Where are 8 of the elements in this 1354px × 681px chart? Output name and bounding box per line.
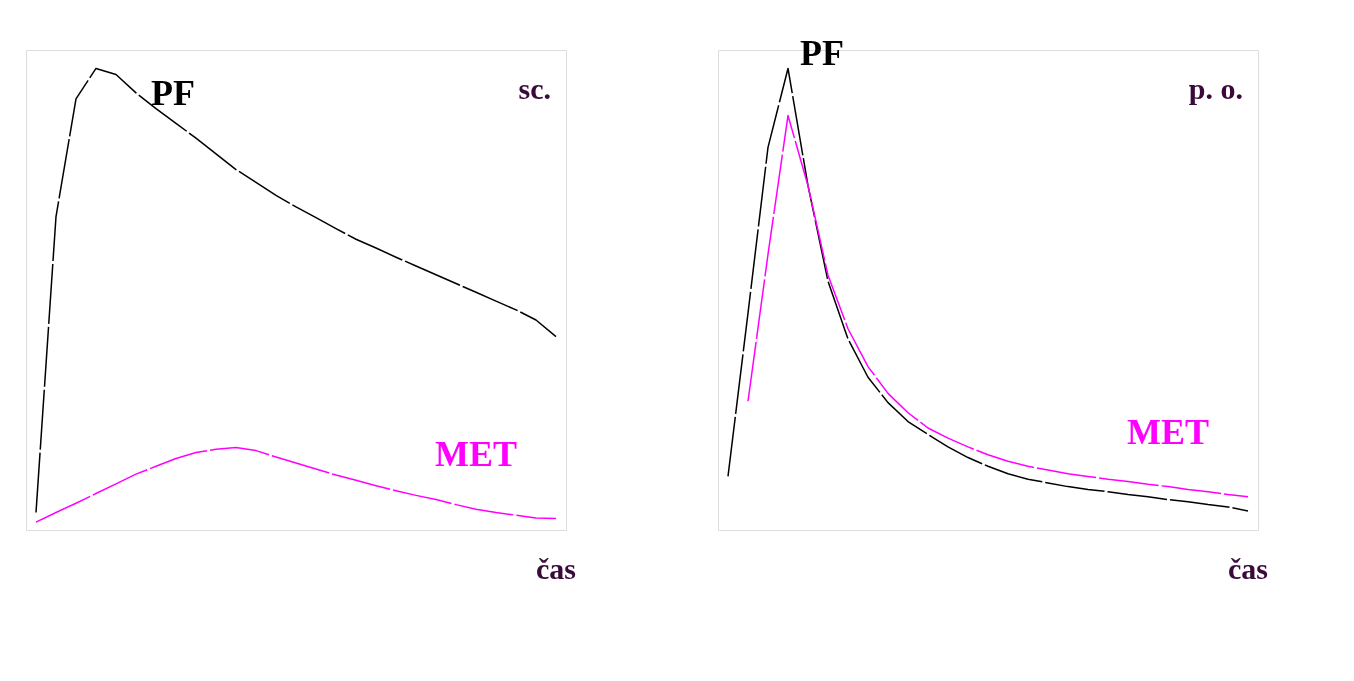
annotation: sc.	[518, 72, 551, 105]
series-label: MET	[434, 434, 518, 475]
x-axis-title: čas	[536, 552, 576, 585]
series-label: PF	[151, 73, 195, 114]
annotation: p. o.	[1188, 72, 1243, 105]
series-label: PF	[800, 33, 844, 74]
series-label: MET	[1126, 411, 1210, 452]
x-axis-title: čas	[1228, 552, 1268, 585]
